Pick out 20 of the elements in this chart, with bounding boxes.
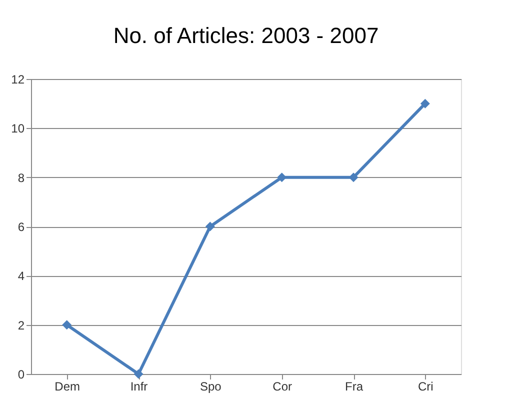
y-tick-label: 6: [18, 220, 25, 234]
y-tick-label: 2: [18, 318, 25, 332]
x-tick-label: Infr: [130, 380, 148, 394]
y-tick-label: 8: [18, 170, 25, 185]
x-tick-label: Cor: [272, 380, 292, 394]
y-tick-label: 0: [18, 368, 25, 382]
x-tick-label: Cri: [418, 380, 434, 394]
y-tick-label: 4: [18, 269, 25, 284]
point: [420, 98, 430, 108]
x-tick-label: Dem: [54, 380, 80, 394]
chart-title: No. of Articles: 2003 - 2007: [113, 23, 379, 48]
x-tick-label: Fra: [345, 380, 364, 394]
y-tick-label: 12: [11, 72, 25, 86]
point: [134, 369, 144, 379]
point: [62, 320, 72, 330]
point: [348, 172, 358, 182]
y-tick-label: 10: [11, 122, 25, 136]
point: [277, 172, 287, 182]
point: [205, 222, 215, 232]
x-tick-label: Spo: [200, 380, 222, 394]
